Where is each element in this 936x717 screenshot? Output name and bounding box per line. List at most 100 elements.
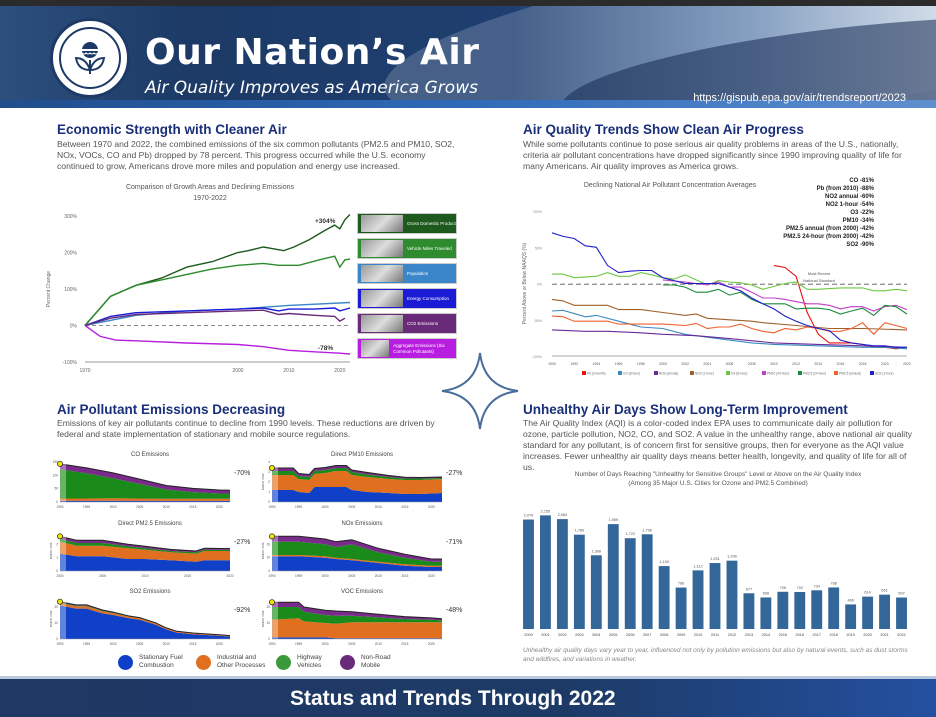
summary-item: NO2 1-hour -54% (825, 202, 874, 208)
bar-value-label: 466 (847, 598, 853, 602)
x-tick-label: 2022 (897, 633, 905, 637)
y-tick-label: 0% (70, 324, 78, 330)
bar (692, 570, 704, 629)
source-legend-item: Industrial and Other Processes (196, 654, 265, 670)
y-tick-label: 10 (266, 621, 270, 625)
footer-title: Status and Trends Through 2022 (290, 687, 616, 710)
series-line (662, 284, 908, 317)
bar-value-label: 1,112 (693, 564, 702, 568)
legend-label: Industrial and Other Processes (217, 654, 266, 669)
x-tick-label: 1992 (570, 362, 578, 366)
legend-item: CO2 Emissions (357, 313, 457, 334)
footer-banner: Status and Trends Through 2022 (0, 676, 936, 717)
legend-swatch (654, 371, 658, 375)
x-tick-label: 1990 (268, 574, 275, 578)
bar (760, 597, 772, 629)
legend-photo (361, 215, 403, 232)
y-tick-label: 100% (64, 287, 77, 293)
bar (726, 560, 738, 629)
legend-photo (361, 290, 403, 307)
bar (523, 519, 534, 629)
x-tick-label: 2016 (837, 362, 845, 366)
bar-value-label: 1,296 (727, 555, 737, 559)
legend-label: PM2.5 (annual) (839, 372, 861, 376)
bar-value-label: 1,789 (575, 529, 585, 533)
series-line (84, 214, 351, 326)
y-tick-label: 3 (268, 470, 270, 474)
total-line (59, 535, 231, 552)
x-tick-label: 2013 (745, 633, 753, 637)
concentration-chart: 100% 50% 0% -50% -100% 1990 1992 1994 1996 1998 20… (522, 210, 911, 376)
legend-swatch (196, 654, 211, 670)
aqi-chart-subtitle: (Among 35 Major U.S. Cities for Ozone an… (628, 480, 808, 487)
x-tick-label: 2017 (813, 633, 821, 637)
bar-value-label: 598 (763, 591, 769, 595)
emissions-area-chart: 1990 1995 2000 2005 2010 2015 2020 4 3 2 1 0 Million… (262, 460, 443, 509)
x-tick-label: 2005 (609, 633, 617, 637)
area-series (272, 618, 442, 639)
x-tick-label: 2020 (334, 368, 345, 374)
trends-section-body: While some pollutants continue to pose s… (523, 139, 902, 171)
standard-label: Most Recent (808, 271, 831, 276)
y-tick-label: 20 (54, 605, 58, 609)
x-tick-label: 2005 (136, 642, 143, 646)
bar-value-label: 614 (864, 591, 870, 595)
legend-label: Non-Road Mobile (361, 654, 391, 669)
poster: Our Nation’s Air Air Quality Improves as… (0, 6, 936, 717)
x-tick-label: 2000 (659, 362, 667, 366)
x-tick-label: 2020 (863, 633, 871, 637)
y-tick-label: 0 (268, 500, 270, 504)
area-series (272, 536, 442, 562)
bar (624, 538, 636, 629)
x-tick-label: 2014 (762, 633, 770, 637)
bar-value-label: 651 (881, 589, 887, 593)
x-tick-label: 2015 (189, 642, 196, 646)
emissions-change-label: -27% (234, 539, 251, 546)
y-tick-label: 0% (537, 283, 542, 287)
x-tick-label: 1990 (268, 505, 275, 509)
legend-label: Pb (3-month) (587, 372, 606, 376)
growth-chart-title: Comparison of Growth Areas and Declining… (125, 184, 295, 191)
series-line (84, 324, 351, 355)
start-marker (269, 599, 275, 606)
area-series (272, 637, 442, 639)
y-tick-label: 0 (56, 569, 58, 573)
bar (658, 566, 670, 629)
emissions-area-chart: 1990 1995 2000 2005 2010 2015 202020100Million… (50, 598, 231, 646)
series-line (552, 272, 908, 292)
legend-item: Vehicle Miles Traveled (357, 238, 457, 259)
legend-label: PM10 (24-hour) (767, 372, 789, 376)
x-tick-label: 1996 (615, 362, 623, 366)
emissions-area-chart: 1990 1995 2000 2005 2010 2015 202020100Million… (262, 599, 443, 646)
emissions-change-label: -71% (446, 539, 463, 546)
source-legend-item: Highway Vehicles (276, 654, 322, 670)
series-line (551, 232, 907, 348)
summary-item: SO2 -90% (846, 242, 874, 248)
report-url-link[interactable]: https://gispub.epa.gov/air/trendsreport/… (693, 92, 906, 104)
growth-chart-subtitle: 1970-2022 (193, 195, 227, 202)
growth-chart: 300% 200% 100% 0% -100%1970 2000 2010 2020 Perce… (46, 214, 351, 374)
area-series (60, 602, 230, 636)
x-tick-label: 1998 (637, 362, 645, 366)
start-marker (57, 460, 63, 467)
area-series (60, 603, 230, 637)
start-marker (57, 533, 63, 540)
header-banner: Our Nation’s Air Air Quality Improves as… (0, 6, 936, 108)
area-series (272, 556, 442, 571)
legend-photo (361, 240, 403, 257)
legend-label: NO2 (annual) (659, 372, 678, 376)
page-title: Our Nation’s Air (145, 32, 480, 73)
aqi-days-chart: 2,076 2000 2,155 2001 2,084 2002 1,789 2003 1,39… (523, 509, 907, 637)
area-series (60, 605, 230, 639)
x-tick-label: 2005 (99, 574, 106, 578)
y-tick-label: 200% (64, 251, 77, 257)
x-tick-label: 2010 (163, 642, 170, 646)
x-tick-label: 2021 (880, 633, 888, 637)
baseline-highlight (272, 462, 278, 502)
x-tick-label: 1995 (295, 642, 302, 646)
bar-value-label: 1,796 (642, 528, 652, 532)
bar (777, 591, 789, 629)
page-subtitle: Air Quality Improves as America Grows (145, 78, 478, 98)
y-tick-label: 300% (64, 214, 77, 220)
legend-swatch (762, 371, 766, 375)
